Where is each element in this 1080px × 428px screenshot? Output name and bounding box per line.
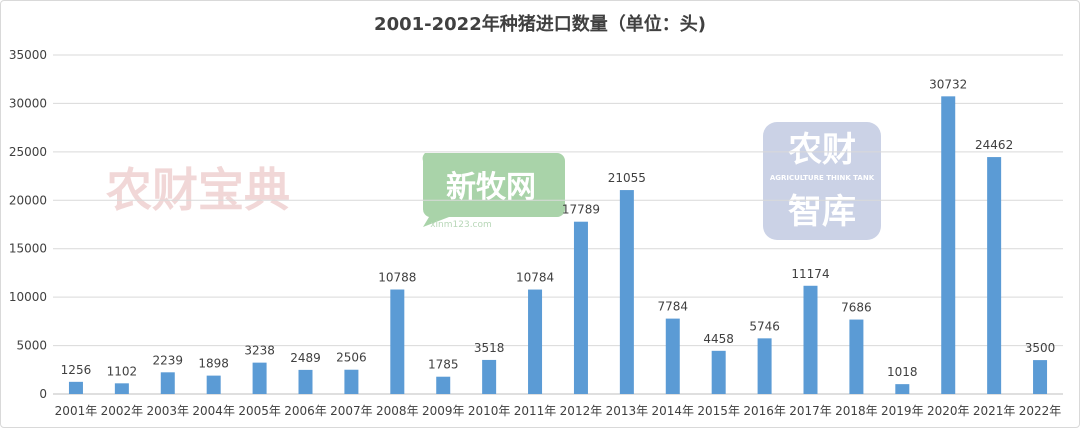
bar	[482, 359, 497, 394]
x-tick-label: 2015年	[697, 404, 740, 418]
x-tick-label: 2012年	[560, 404, 603, 418]
data-label: 3238	[244, 344, 275, 358]
y-tick-label: 30000	[9, 96, 47, 110]
data-label: 7784	[657, 300, 688, 314]
data-label: 3518	[474, 341, 505, 355]
data-label: 1102	[107, 364, 138, 378]
x-tick-label: 2009年	[422, 404, 465, 418]
x-tick-label: 2003年	[146, 404, 189, 418]
bars	[68, 96, 1048, 395]
data-label: 11174	[791, 267, 829, 281]
x-tick-label: 2013年	[606, 404, 649, 418]
watermark-nongcai-zhiku-en: AGRICULTURE THINK TANK	[770, 174, 875, 182]
x-tick-label: 2017年	[789, 404, 832, 418]
bar	[68, 381, 83, 394]
x-tick-label: 2005年	[238, 404, 281, 418]
watermark-nongcai-zhiku-line1: 农财	[788, 130, 856, 170]
data-label: 2239	[152, 353, 183, 367]
y-tick-label: 15000	[9, 242, 47, 256]
data-label: 10784	[516, 271, 554, 285]
data-label: 4458	[703, 332, 734, 346]
bar	[573, 221, 588, 394]
x-tick-label: 2002年	[101, 404, 144, 418]
bar	[528, 289, 543, 394]
x-tick-label: 2001年	[55, 404, 98, 418]
data-label: 7686	[841, 301, 872, 315]
x-tick-label: 2014年	[651, 404, 694, 418]
x-tick-label: 2018年	[835, 404, 878, 418]
watermark-nongcai-zhiku-line2: 智库	[788, 192, 856, 232]
bar	[987, 157, 1002, 394]
bar	[619, 190, 634, 394]
data-label: 1785	[428, 358, 459, 372]
gridlines	[53, 54, 1063, 395]
data-labels: 1256 1102 2239 1898 3238 2489 2506 10788 1785 351…	[61, 77, 1056, 379]
y-tick-label: 25000	[9, 145, 47, 159]
data-label: 2506	[336, 351, 367, 365]
bar	[160, 372, 175, 394]
x-tick-label: 2019年	[881, 404, 924, 418]
data-label: 3500	[1025, 341, 1056, 355]
data-label: 1018	[887, 365, 918, 379]
bar	[895, 384, 910, 394]
data-label: 10788	[378, 271, 416, 285]
bar	[114, 383, 129, 394]
x-tick-label: 2016年	[743, 404, 786, 418]
data-label: 1256	[61, 363, 92, 377]
x-tick-label: 2007年	[330, 404, 373, 418]
y-tick-label: 35000	[9, 48, 47, 62]
watermark-nongcai-baodian-text: 农财宝典	[106, 163, 290, 217]
bar	[344, 369, 359, 394]
data-label: 30732	[929, 77, 967, 91]
y-tick-label: 20000	[9, 193, 47, 207]
x-tick-label: 2008年	[376, 404, 419, 418]
bar	[252, 362, 267, 394]
watermark-xinmuwang: 新牧网 xinm123.com	[422, 153, 565, 230]
watermark-xinmuwang-bubble	[422, 153, 565, 227]
data-label: 5746	[749, 319, 780, 333]
data-label: 21055	[608, 171, 646, 185]
x-tick-label: 2020年	[927, 404, 970, 418]
y-tick-label: 10000	[9, 290, 47, 304]
watermark-nongcai-baodian: 农财宝典	[106, 163, 290, 217]
x-tick-label: 2022年	[1019, 404, 1062, 418]
bar	[206, 375, 221, 394]
chart-title: 2001-2022年种猪进口数量（单位：头)	[374, 13, 706, 35]
x-axis: 2001年 2002年 2003年 2004年 2005年 2006年 2007年 2008年…	[55, 404, 1062, 418]
x-tick-label: 2006年	[284, 404, 327, 418]
watermark-xinmuwang-text: 新牧网	[446, 170, 536, 205]
data-label: 17789	[562, 203, 600, 217]
x-tick-label: 2011年	[514, 404, 557, 418]
bar	[941, 96, 956, 395]
data-label: 24462	[975, 138, 1013, 152]
bar	[1033, 360, 1048, 394]
bar	[803, 285, 818, 394]
data-label: 2489	[290, 351, 321, 365]
bar	[390, 289, 405, 394]
y-axis: 0 5000 10000 15000 20000 25000 30000 35000	[9, 48, 47, 401]
y-tick-label: 0	[39, 387, 47, 401]
bar	[298, 369, 313, 394]
bar	[711, 350, 726, 394]
watermark-xinmuwang-url: xinm123.com	[430, 220, 492, 230]
x-tick-label: 2004年	[192, 404, 235, 418]
bar	[849, 319, 864, 394]
bar	[665, 318, 680, 394]
bar	[436, 376, 451, 394]
x-tick-label: 2021年	[973, 404, 1016, 418]
watermark-nongcai-zhiku: 农财 AGRICULTURE THINK TANK 智库	[763, 122, 881, 240]
data-label: 1898	[198, 357, 229, 371]
bar	[757, 338, 772, 394]
y-tick-label: 5000	[16, 339, 47, 353]
x-tick-label: 2010年	[468, 404, 511, 418]
